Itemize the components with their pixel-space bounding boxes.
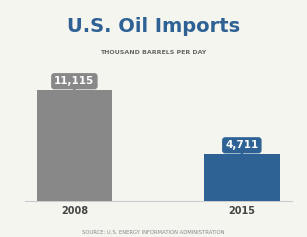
Text: 11,115: 11,115 [54,76,95,89]
Text: THOUSAND BARRELS PER DAY: THOUSAND BARRELS PER DAY [100,50,207,55]
Text: U.S. Oil Imports: U.S. Oil Imports [67,17,240,36]
Bar [37,90,112,201]
Text: 4,711: 4,711 [225,140,258,154]
Bar [204,154,279,201]
Text: SOURCE: U.S. ENERGY INFORMATION ADMINISTRATION: SOURCE: U.S. ENERGY INFORMATION ADMINIST… [82,230,225,235]
